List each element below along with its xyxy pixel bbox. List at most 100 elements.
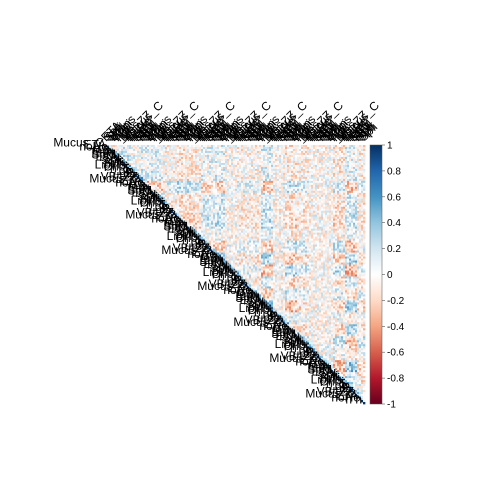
heatmap-cell [187,164,190,168]
heatmap-cell [253,178,256,182]
heatmap-cell [327,160,330,164]
heatmap-cell [265,198,268,202]
heatmap-cell [253,188,256,192]
heatmap-cell [353,216,356,220]
heatmap-cell [319,164,322,168]
heatmap-cell [243,190,246,194]
heatmap-cell [215,218,218,222]
heatmap-cell [313,204,316,208]
heatmap-cell [309,178,312,182]
heatmap-cell [253,202,256,206]
heatmap-cell [235,180,238,184]
heatmap-cell [291,160,294,164]
heatmap-cell [289,226,292,230]
heatmap-cell [237,232,240,235]
heatmap-cell [199,148,202,152]
heatmap-cell [107,146,110,150]
heatmap-cell [295,206,298,210]
heatmap-cell [197,200,200,204]
heatmap-cell [253,180,256,184]
heatmap-cell [265,234,268,237]
heatmap-cell [351,216,354,220]
heatmap-cell [229,184,232,188]
heatmap-cell [345,176,348,180]
heatmap-cell [311,190,314,194]
heatmap-cell [335,166,338,170]
heatmap-cell [177,204,180,208]
heatmap-cell [193,168,196,172]
heatmap-cell [305,178,308,182]
heatmap-cell [157,174,160,178]
heatmap-cell [297,222,300,226]
heatmap-cell [211,190,214,194]
heatmap-cell [255,226,258,230]
heatmap-cell [257,154,260,158]
heatmap-cell [201,184,204,188]
heatmap-cell [231,156,234,160]
heatmap-cell [195,232,198,235]
heatmap-cell [249,186,252,190]
heatmap-cell [141,176,144,180]
heatmap-cell [213,174,216,178]
heatmap-cell [159,190,162,194]
heatmap-cell [199,218,202,222]
heatmap-cell [273,184,276,188]
heatmap-cell [243,200,246,204]
heatmap-cell [193,146,196,150]
heatmap-cell [285,196,288,200]
heatmap-cell [181,220,184,224]
heatmap-cell [303,164,306,168]
heatmap-cell [187,220,190,224]
heatmap-cell [359,198,362,202]
heatmap-cell [213,190,216,194]
heatmap-cell [321,186,324,190]
heatmap-cell [183,146,186,150]
heatmap-cell [209,180,212,184]
heatmap-cell [267,186,270,190]
heatmap-cell [209,232,212,235]
heatmap-cell [203,236,206,239]
heatmap-cell [203,204,206,208]
heatmap-cell [317,192,320,196]
heatmap-cell [241,166,244,170]
heatmap-cell [159,180,162,184]
heatmap-cell [243,232,246,235]
heatmap-cell [287,170,290,174]
heatmap-cell [303,232,306,235]
heatmap-cell [323,148,326,152]
heatmap-cell [295,152,298,156]
heatmap-cell [203,182,206,186]
heatmap-cell [289,152,292,156]
heatmap-cell [239,196,242,200]
heatmap-cell [319,210,322,214]
heatmap-cell [259,154,262,158]
heatmap-cell [173,184,176,188]
heatmap-cell [347,190,350,194]
heatmap-cell [163,166,166,170]
heatmap-cell [363,166,366,170]
heatmap-cell [139,168,142,172]
heatmap-cell [285,226,288,230]
heatmap-cell [207,232,210,235]
heatmap-cell [139,152,142,156]
heatmap-cell [327,154,330,158]
heatmap-cell [321,226,324,230]
heatmap-cell [279,220,282,224]
heatmap-cell [251,232,254,235]
heatmap-cell [291,220,294,224]
heatmap-cell [127,154,130,158]
heatmap-cell [309,145,312,148]
heatmap-cell [157,184,160,188]
heatmap-cell [293,228,296,232]
heatmap-cell [361,162,364,166]
heatmap-cell [215,234,218,237]
heatmap-cell [353,218,356,222]
heatmap-cell [247,172,250,176]
heatmap-cell [257,168,260,172]
heatmap-cell [351,202,354,206]
heatmap-cell [343,234,346,237]
heatmap-cell [309,186,312,190]
heatmap-cell [291,196,294,200]
heatmap-cell [199,192,202,196]
heatmap-cell [261,180,264,184]
